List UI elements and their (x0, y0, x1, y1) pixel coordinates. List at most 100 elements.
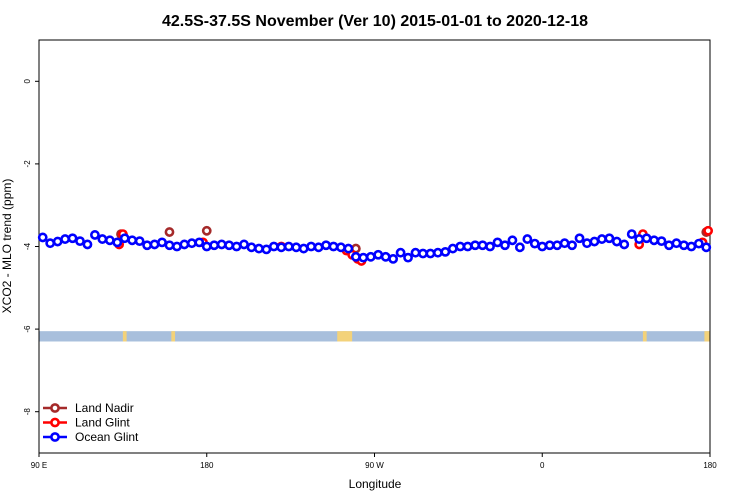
data-point (447, 243, 458, 254)
data-point (97, 234, 108, 244)
data-point (559, 238, 570, 249)
land-segment (122, 331, 127, 342)
data-point (432, 247, 443, 258)
legend-item: Ocean Glint (43, 430, 139, 444)
legend-label: Land Nadir (75, 401, 134, 415)
data-point (37, 232, 48, 243)
data-point (514, 242, 525, 253)
data-point (500, 240, 510, 251)
data-point (701, 242, 712, 253)
data-point (403, 252, 413, 263)
legend-label: Ocean Glint (75, 430, 139, 444)
data-point (507, 235, 518, 246)
data-point (306, 241, 317, 252)
data-point (194, 237, 205, 248)
land-segment (337, 331, 347, 342)
data-point (67, 233, 78, 244)
data-point (619, 239, 630, 250)
data-point (127, 235, 138, 246)
data-point (201, 241, 212, 252)
data-point (552, 240, 563, 251)
data-point (216, 239, 227, 250)
data-point (119, 233, 130, 244)
data-point (291, 242, 302, 253)
data-point (336, 242, 346, 253)
data-point (440, 246, 451, 257)
legend-marker (50, 403, 60, 413)
data-point (589, 236, 600, 247)
data-point (246, 242, 257, 253)
legend-item: Land Nadir (43, 401, 134, 415)
data-point (268, 241, 279, 252)
land-ocean-band (39, 331, 710, 342)
x-tick-label: 90 W (365, 461, 384, 470)
data-point (470, 240, 481, 251)
data-point (574, 233, 585, 244)
y-tick-label: -8 (23, 408, 32, 416)
data-point (641, 233, 652, 244)
x-tick-label: 90 E (31, 461, 47, 470)
legend-marker (50, 432, 60, 442)
land-segment (642, 331, 647, 342)
legend-item: Land Glint (43, 416, 130, 430)
data-point (261, 244, 272, 255)
y-axis-title: XCO2 - MLO trend (ppm) (0, 179, 14, 314)
data-point (529, 238, 540, 249)
chart-title: 42.5S-37.5S November (Ver 10) 2015-01-01… (162, 13, 588, 30)
data-point (679, 240, 689, 251)
data-point (328, 241, 339, 252)
data-point (649, 235, 659, 246)
data-point (686, 241, 697, 252)
data-point (104, 235, 115, 246)
data-point (254, 243, 264, 254)
data-point (239, 239, 249, 250)
data-point (52, 236, 63, 247)
data-point (313, 242, 324, 253)
x-axis-title: Longitude (349, 477, 402, 491)
data-point (343, 243, 354, 254)
data-point (231, 241, 242, 252)
data-point (149, 239, 160, 250)
land-segment (171, 331, 176, 342)
data-point (201, 225, 212, 236)
x-tick-label: 180 (703, 461, 717, 470)
data-point (664, 240, 674, 251)
land-segment (704, 331, 710, 342)
data-point (462, 241, 473, 252)
data-point (209, 240, 220, 251)
data-point (522, 234, 533, 244)
data-point (157, 237, 167, 248)
y-tick-label: 0 (23, 79, 32, 84)
plot-frame (38, 39, 711, 454)
data-point (395, 247, 406, 258)
x-tick-label: 0 (540, 461, 545, 470)
legend-label: Land Glint (75, 416, 130, 430)
data-point (425, 248, 436, 259)
data-point (82, 239, 93, 250)
data-point (492, 237, 503, 248)
data-point (164, 240, 175, 251)
data-point (298, 243, 309, 254)
data-point (604, 233, 615, 244)
land-segment (342, 331, 353, 342)
data-point (596, 234, 607, 244)
data-point (611, 236, 622, 247)
data-point (321, 240, 331, 251)
data-point (172, 241, 182, 252)
legend-marker (50, 417, 60, 428)
data-point (164, 227, 175, 237)
data-point (410, 247, 421, 258)
data-point (455, 241, 466, 252)
data-point (112, 237, 123, 248)
data-point (567, 240, 577, 251)
data-point (283, 241, 294, 252)
data-point (380, 251, 391, 262)
data-point (276, 242, 287, 253)
x-axis: 90 E 180 90 W 0 180 (31, 453, 717, 470)
series-layer (37, 225, 714, 266)
data-point (485, 241, 495, 252)
data-point (60, 234, 70, 244)
data-point (703, 225, 714, 236)
data-point (224, 240, 235, 251)
